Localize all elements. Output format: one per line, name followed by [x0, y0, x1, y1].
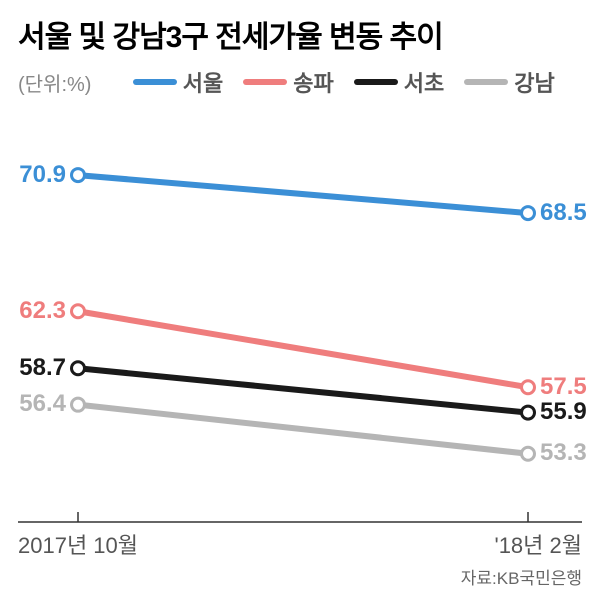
series-line: [78, 405, 528, 454]
legend-label: 강남: [514, 66, 554, 98]
legend-label: 서초: [404, 66, 444, 98]
data-label: 57.5: [540, 373, 587, 401]
legend-item: 송파: [243, 66, 333, 98]
series-marker: [522, 381, 535, 394]
series-marker: [522, 406, 535, 419]
source-label: 자료:KB국민은행: [18, 564, 582, 589]
series-marker: [522, 207, 535, 220]
legend-item: 서울: [133, 66, 223, 98]
subtitle-row: (단위:%) 서울 송파 서초 강남: [18, 66, 582, 98]
series-line: [78, 175, 528, 213]
legend: 서울 송파 서초 강남: [105, 66, 582, 98]
data-label: 53.3: [540, 439, 587, 467]
chart-container: 서울 및 강남3구 전세가율 변동 추이 (단위:%) 서울 송파 서초 강남 70.…: [0, 0, 600, 569]
x-label-end: '18년 2월: [495, 528, 583, 560]
legend-swatch: [354, 79, 398, 85]
plot-area: 70.968.562.357.558.755.956.453.3: [18, 108, 582, 528]
data-label: 70.9: [19, 161, 66, 189]
series-marker: [72, 305, 85, 318]
data-label: 68.5: [540, 199, 587, 227]
data-label: 58.7: [19, 354, 66, 382]
series-marker: [72, 362, 85, 375]
legend-item: 강남: [464, 66, 554, 98]
legend-label: 서울: [183, 66, 223, 98]
data-label: 56.4: [19, 390, 66, 418]
data-label: 62.3: [19, 297, 66, 325]
legend-item: 서초: [354, 66, 444, 98]
chart-title: 서울 및 강남3구 전세가율 변동 추이: [18, 12, 582, 56]
unit-label: (단위:%): [18, 68, 91, 97]
data-label: 55.9: [540, 398, 587, 426]
plot-svg: [18, 108, 582, 528]
x-axis-labels: 2017년 10월 '18년 2월: [18, 528, 582, 560]
series-marker: [72, 398, 85, 411]
legend-swatch: [243, 79, 287, 85]
series-marker: [72, 169, 85, 182]
legend-label: 송파: [293, 66, 333, 98]
x-label-start: 2017년 10월: [18, 528, 138, 560]
legend-swatch: [464, 79, 508, 85]
series-marker: [522, 447, 535, 460]
legend-swatch: [133, 79, 177, 85]
